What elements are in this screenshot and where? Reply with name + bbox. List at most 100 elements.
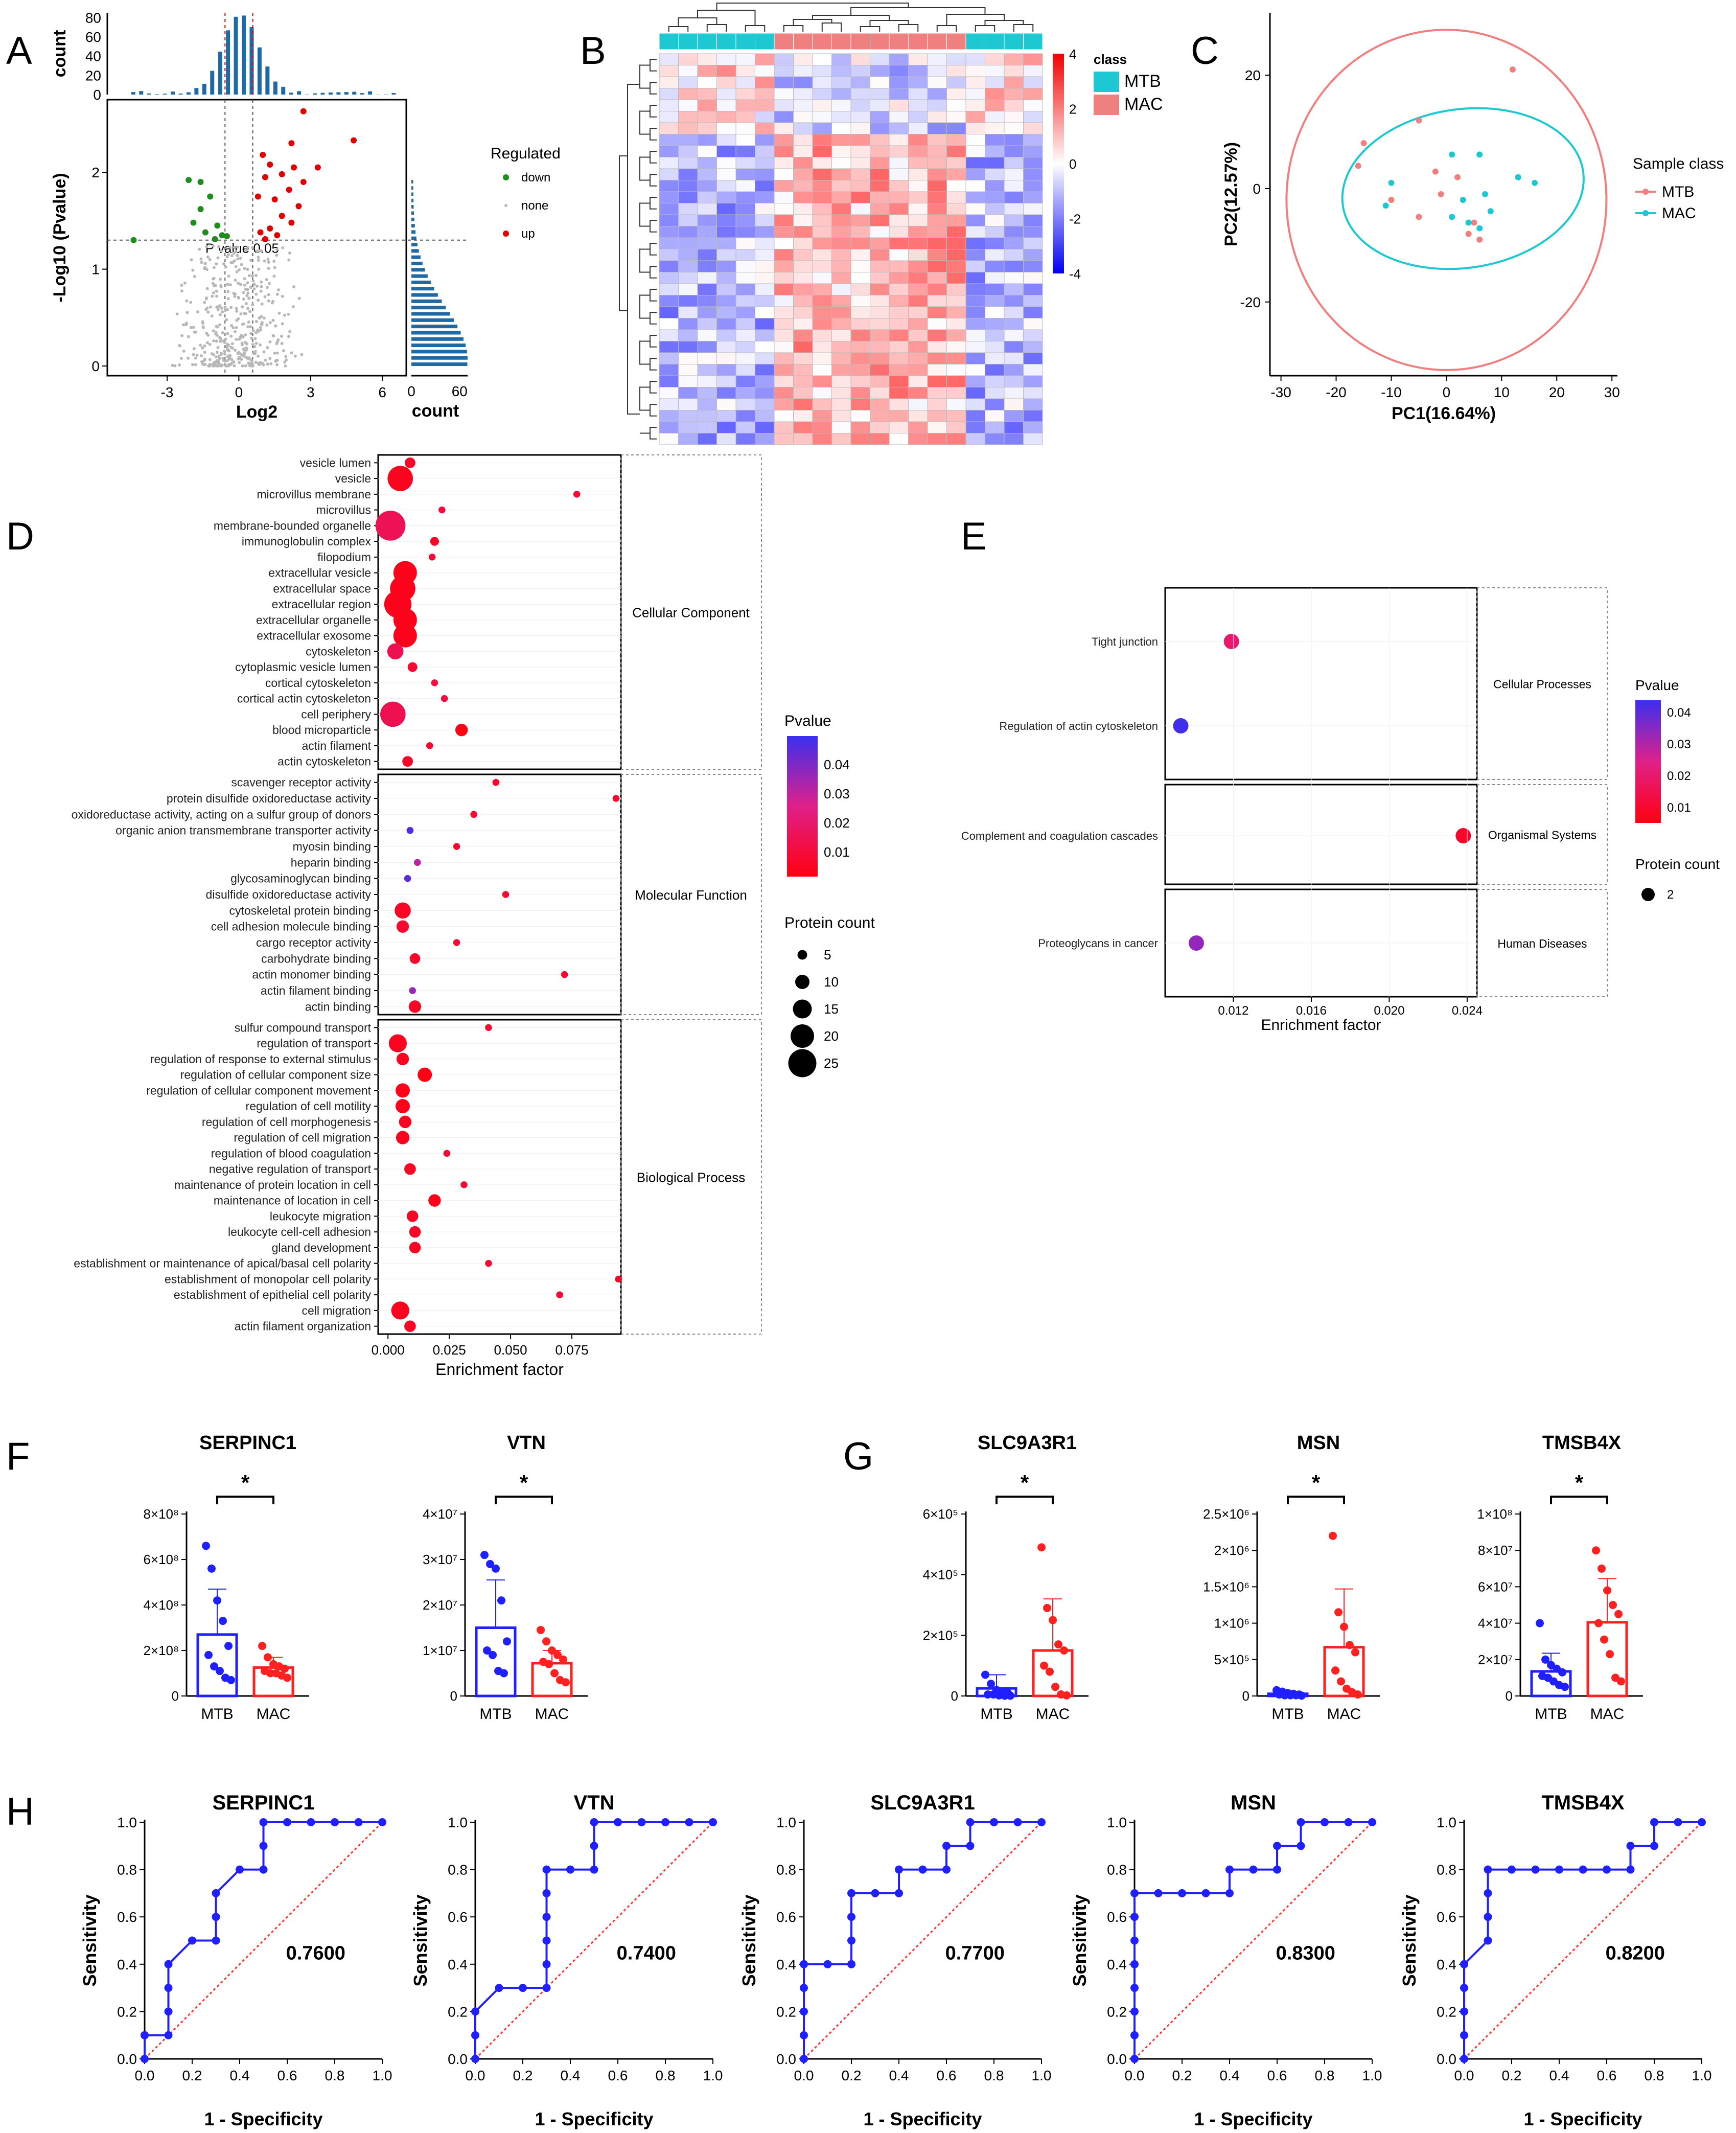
- roc-point: [895, 1889, 903, 1897]
- point-none: [235, 309, 239, 313]
- heatmap-cell: [908, 237, 928, 249]
- pvalue-colorbar: [1635, 700, 1661, 823]
- heatmap-cell: [965, 398, 985, 410]
- heatmap-cell: [850, 214, 870, 226]
- legend-title: Pvalue: [1635, 677, 1679, 693]
- size-legend-dot: [797, 950, 807, 960]
- point-none: [280, 334, 283, 338]
- heatmap-cell: [774, 352, 794, 364]
- heatmap-cell: [793, 203, 813, 215]
- tick-label: 4×10⁵: [923, 1567, 958, 1582]
- heatmap-cell: [697, 375, 717, 387]
- heatmap-cell: [793, 99, 813, 111]
- heatmap-cell: [927, 203, 947, 215]
- point-none: [240, 263, 243, 266]
- term-label: cell periphery: [301, 707, 371, 721]
- roc-point: [378, 1818, 386, 1826]
- heatmap-cell: [774, 191, 794, 203]
- enrichment-dot: [1223, 634, 1239, 649]
- legend-title: Regulated: [491, 145, 561, 162]
- heatmap-cell: [1004, 134, 1024, 146]
- term-label: actin filament: [302, 739, 371, 752]
- point-none: [238, 356, 241, 359]
- heatmap-cell: [927, 329, 947, 341]
- point-none: [271, 334, 275, 337]
- term-label: Regulation of actin cytoskeleton: [999, 720, 1158, 732]
- roc-point: [1154, 1889, 1163, 1897]
- point-none: [257, 256, 260, 259]
- dendrogram-branch: [650, 404, 657, 417]
- heatmap-cell: [946, 318, 966, 330]
- hist-bar: [297, 91, 302, 95]
- heatmap-cell: [1004, 341, 1024, 353]
- pca-point: [1438, 191, 1444, 197]
- heatmap-cell: [889, 283, 909, 295]
- term-label: blood microparticle: [272, 723, 371, 737]
- roc-point: [307, 1818, 315, 1826]
- heatmap-cell: [1023, 306, 1043, 318]
- tick-label: 0.4: [1220, 2068, 1240, 2083]
- term-label: microvillus: [316, 503, 371, 517]
- tick-label: 3×10⁷: [423, 1552, 457, 1567]
- heatmap-cell: [965, 99, 985, 111]
- heatmap-cell: [946, 421, 966, 433]
- point-none: [233, 294, 237, 298]
- term-label: sulfur compound transport: [235, 1021, 372, 1034]
- roc-point: [471, 2031, 479, 2039]
- point-none: [205, 306, 209, 310]
- heatmap-cell: [870, 203, 890, 215]
- heatmap-cell: [1004, 53, 1024, 65]
- heatmap-cell: [697, 53, 717, 65]
- heatmap-cell: [889, 122, 909, 134]
- roc-point: [1460, 2007, 1468, 2016]
- heatmap-cell: [678, 318, 698, 330]
- roc-point: [990, 1818, 998, 1826]
- tick-label: 1.0: [1437, 1815, 1456, 1830]
- heatmap-cell: [735, 375, 755, 387]
- heatmap-cell: [716, 387, 736, 399]
- point-none: [245, 347, 248, 350]
- heatmap-cell: [927, 341, 947, 353]
- heatmap-cell: [774, 421, 794, 433]
- heatmap-cell: [697, 398, 717, 410]
- heatmap-cell: [735, 145, 755, 157]
- point-none: [281, 294, 284, 298]
- point-none: [250, 336, 253, 340]
- point-none: [212, 266, 216, 269]
- tick-label: -20: [1326, 384, 1346, 400]
- heatmap-cell: [774, 433, 794, 445]
- data-point: [1329, 1531, 1337, 1540]
- tick-label: 1.0: [1107, 1815, 1127, 1830]
- tick-label: 0.4: [1549, 2068, 1569, 2083]
- heatmap-cell: [850, 421, 870, 433]
- term-label: Tight junction: [1092, 635, 1158, 648]
- point-none: [240, 353, 244, 357]
- heatmap-cell: [985, 134, 1005, 146]
- heatmap-cell: [812, 203, 832, 215]
- point-down: [197, 206, 204, 213]
- heatmap-cell: [659, 260, 679, 272]
- heatmap-cell: [755, 134, 775, 146]
- tick-label: 0.2: [776, 2004, 796, 2020]
- heatmap-cell: [985, 226, 1005, 238]
- roc-point: [188, 1936, 196, 1945]
- heatmap-cell: [659, 99, 679, 111]
- point-none: [184, 323, 188, 327]
- enrichment-dot: [453, 843, 460, 850]
- heatmap-cell: [1004, 168, 1024, 180]
- heatmap-cell: [697, 341, 717, 353]
- heatmap-cell: [1023, 329, 1043, 341]
- heatmap-cell: [1023, 99, 1043, 111]
- category-label: MAC: [257, 1706, 291, 1723]
- roc-point: [847, 1936, 855, 1945]
- heatmap-cell: [946, 260, 966, 272]
- heatmap-cell: [774, 53, 794, 65]
- tick-label: 0.8: [1315, 2068, 1335, 2083]
- axis-title: 1 - Specificity: [1523, 2108, 1642, 2129]
- enrichment-dot: [561, 971, 568, 978]
- enrichment-dot: [441, 695, 448, 702]
- heatmap-cell: [755, 53, 775, 65]
- heatmap-cell: [927, 410, 947, 422]
- point-none: [238, 361, 241, 364]
- heatmap-cell: [659, 157, 679, 169]
